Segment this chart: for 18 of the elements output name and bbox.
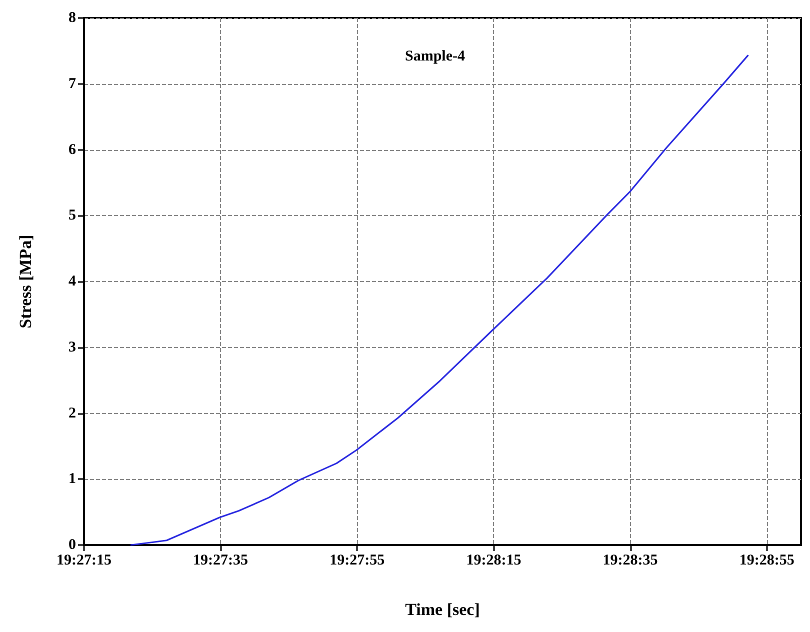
y-tick-label: 0 [68, 537, 76, 553]
y-tick-label: 7 [68, 76, 76, 92]
x-tick-label: 19:28:15 [466, 552, 522, 568]
y-axis-title: Stress [MPa] [16, 234, 35, 328]
x-tick-label: 19:27:55 [330, 552, 385, 568]
x-axis-title: Time [sec] [405, 600, 480, 619]
x-tick-label: 19:27:35 [193, 552, 248, 568]
text: Sample-4 [405, 48, 466, 64]
y-tick-label: 4 [68, 274, 76, 290]
y-tick-label: 8 [68, 10, 76, 26]
y-tick-label: 6 [68, 142, 76, 158]
y-tick-label: 2 [68, 405, 76, 422]
x-tick-label: 19:27:15 [56, 552, 112, 568]
y-tick-label: 5 [68, 208, 76, 224]
x-tick-label: 19:28:55 [739, 552, 794, 568]
y-tick-label: 3 [68, 339, 76, 356]
x-tick-label: 19:28:35 [602, 552, 658, 568]
y-tick-label: 1 [68, 471, 76, 488]
